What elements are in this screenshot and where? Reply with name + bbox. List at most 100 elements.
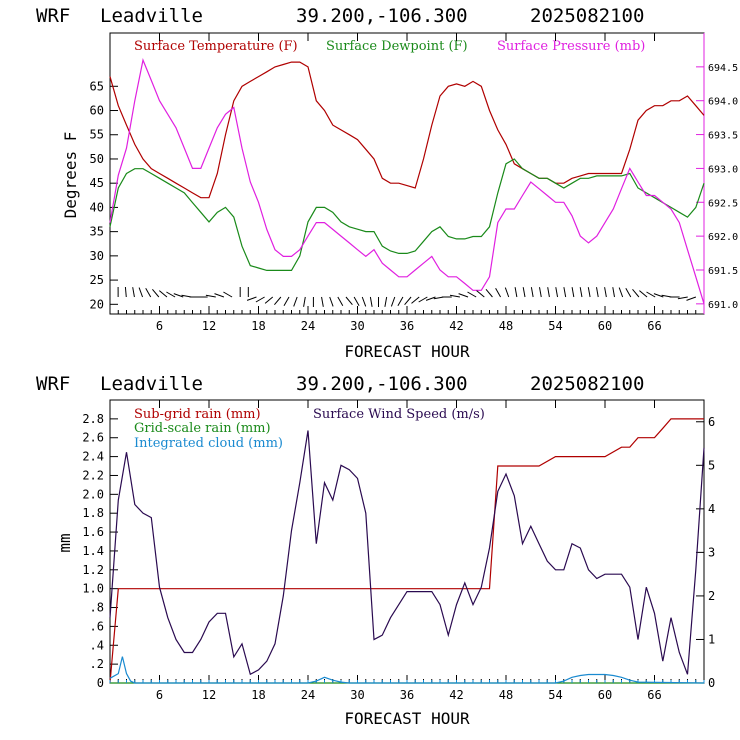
x-tick-label: 66	[647, 688, 661, 702]
y-tick-label: 25	[90, 273, 104, 287]
wind-barb	[274, 296, 282, 306]
x-tick-label: 12	[202, 319, 216, 333]
panel1-ylabel: Degrees F	[61, 132, 80, 219]
wind-barb	[390, 296, 396, 307]
wind-barb	[579, 287, 583, 298]
legend-pressure: Surface Pressure (mb)	[497, 39, 645, 54]
wind-barb	[618, 287, 624, 298]
wind-barb	[587, 287, 591, 298]
y-tick-label: 2.0	[82, 487, 104, 501]
y-tick-label: 2.6	[82, 431, 104, 445]
wind-barb	[530, 287, 534, 298]
y-tick-label: 2.4	[82, 450, 104, 464]
wind-barb	[397, 296, 404, 306]
wind-barb	[571, 287, 575, 298]
y2-tick-label: 2	[708, 589, 715, 603]
y2-tick-label: 692.0	[708, 232, 738, 243]
y2-tick-label: 0	[708, 676, 715, 690]
wind-barb	[547, 287, 550, 298]
wind-barb	[255, 296, 265, 303]
dewpoint-line	[109, 158, 705, 271]
wind-barb	[264, 296, 274, 304]
wind-barb	[653, 293, 664, 298]
wind-barb	[246, 296, 257, 301]
wind-barb	[223, 291, 233, 298]
wind-barb	[337, 296, 344, 306]
panel1-wind-barbs	[117, 286, 697, 308]
wind-barb	[369, 296, 373, 307]
wind-barb	[467, 291, 477, 298]
legend-gridscale-rain: Grid-scale rain (mm)	[134, 421, 271, 436]
wind-barb	[495, 288, 502, 298]
header-station: Leadville	[100, 5, 203, 27]
x-tick-label: 54	[548, 688, 562, 702]
x-tick-label: 12	[202, 688, 216, 702]
wind-barb	[522, 287, 526, 298]
y-tick-label: 1.0	[82, 582, 104, 596]
panel2-x-ticks: 6 12 18 24 30 36 42 48 54 60 66	[117, 400, 697, 702]
panel1-series	[109, 58, 705, 304]
panel2-xlabel: FORECAST HOUR	[344, 709, 470, 728]
wind-barb	[205, 294, 216, 298]
y2-tick-label: 6	[708, 415, 715, 429]
wind-barb	[214, 293, 225, 298]
cloud-line	[109, 656, 705, 684]
panel1-x-ticks: 6 12 18 24 30 36 42 48 54 60 66	[117, 33, 697, 333]
panel1-y2-ticks: 691.0 691.5 692.0 692.5 693.0 693.5 694.0 694.5	[696, 63, 738, 311]
wind-barb	[677, 296, 688, 300]
legend-integrated-cloud: Integrated cloud (mm)	[134, 436, 283, 451]
wind-barb	[329, 296, 334, 307]
y-tick-label: 2.2	[82, 468, 104, 482]
wind-barb	[152, 288, 160, 298]
wind-barb	[539, 287, 542, 298]
wind-barb	[425, 296, 436, 301]
y2-tick-label: 691.0	[708, 300, 738, 311]
wind-barb	[293, 296, 298, 307]
wind-barb	[596, 287, 599, 298]
y-tick-label: 1.6	[82, 525, 104, 539]
wind-barb	[166, 291, 176, 298]
x-tick-label: 42	[449, 688, 463, 702]
legend-dewpoint: Surface Dewpoint (F)	[326, 39, 468, 54]
x-tick-label: 30	[350, 688, 364, 702]
y-tick-label: 60	[90, 104, 104, 118]
x-tick-label: 36	[400, 319, 414, 333]
panel2-legend: Sub-grid rain (mm) Surface Wind Speed (m…	[134, 407, 485, 451]
x-tick-label: 36	[400, 688, 414, 702]
wind-barb	[625, 288, 632, 298]
wind-barb	[639, 290, 648, 298]
wind-barb	[604, 287, 607, 298]
wind-barb	[476, 290, 485, 298]
y2-tick-label: 693.5	[708, 131, 738, 142]
panel1-xlabel: FORECAST HOUR	[344, 342, 470, 361]
wind-barb	[411, 296, 420, 304]
y-tick-label: .2	[90, 657, 104, 671]
wind-barb	[283, 296, 290, 306]
y-tick-label: 65	[90, 79, 104, 93]
x-tick-label: 48	[499, 688, 513, 702]
header-model: WRF	[36, 373, 70, 395]
legend-temperature: Surface Temperature (F)	[134, 39, 298, 54]
header-init-time: 2025082100	[530, 5, 644, 27]
x-tick-label: 6	[156, 688, 163, 702]
wind-barb	[303, 296, 306, 307]
wind-barb	[404, 296, 412, 306]
x-tick-label: 66	[647, 319, 661, 333]
wind-barb	[321, 296, 324, 307]
wind-barb	[646, 291, 656, 298]
wind-barb	[563, 287, 567, 298]
header-coords: 39.200,-106.300	[296, 373, 468, 395]
y-tick-label: 35	[90, 225, 104, 239]
y2-tick-label: 692.5	[708, 198, 738, 209]
y-tick-label: 1.2	[82, 563, 104, 577]
wind-barb	[485, 288, 493, 298]
temperature-line	[109, 61, 705, 199]
panel2-header: WRF Leadville 39.200,-106.300 2025082100	[36, 373, 644, 395]
wind-barb	[418, 296, 428, 303]
x-tick-label: 18	[251, 319, 265, 333]
x-tick-label: 24	[301, 688, 315, 702]
wind-barb	[132, 287, 135, 298]
wind-barb	[458, 293, 469, 298]
y-tick-label: 1.8	[82, 506, 104, 520]
